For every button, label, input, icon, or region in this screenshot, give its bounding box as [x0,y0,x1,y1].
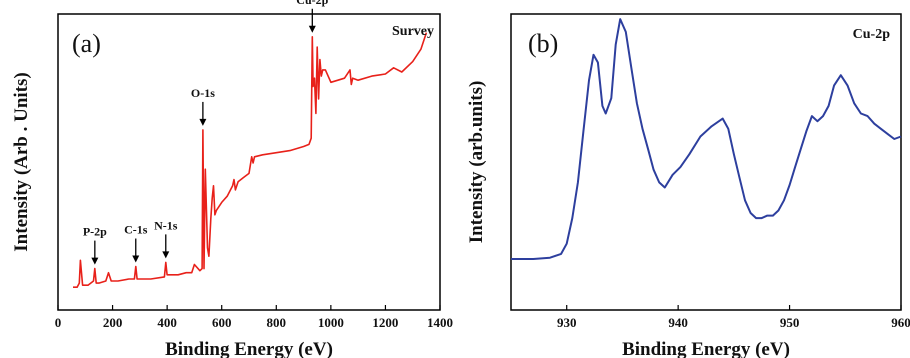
x-tick-label: 960 [891,315,910,330]
panel-a-peak-annotations: P-2p C-1s N-1s O-1s Cu-2p [83,0,329,265]
x-tick-label: 0 [55,315,62,330]
panel-b-y-axis-title: Intensity (arb.units) [466,81,487,244]
x-tick-label: 1400 [427,315,453,330]
panel-a-corner-label: Survey [392,24,434,39]
annotation-arrowhead [91,257,99,265]
panel-b-cu2p-spectrum-line [511,18,902,260]
x-tick-label: 400 [157,315,177,330]
x-tick-label: 950 [780,315,800,330]
x-tick-label: 800 [267,315,287,330]
annotation-label: P-2p [83,225,107,239]
panel-a-plot-frame [57,13,441,311]
x-tick-label: 1000 [318,315,344,330]
x-tick-label: 1200 [372,315,398,330]
annotation-label: O-1s [191,86,215,100]
panel-a: 0 200 400 600 800 1000 1200 1400 P-2p C-1s N-1s O-… [11,0,453,358]
annotation-label: N-1s [154,218,178,232]
x-tick-label: 930 [557,315,577,330]
panel-b-x-axis-ticks: 930 940 950 960 [557,305,910,330]
annotation-label: C-1s [124,223,148,237]
panel-a-x-axis-title: Binding Energy (eV) [165,339,333,358]
panel-a-label: (a) [72,29,101,58]
annotation-arrowhead [132,255,140,263]
annotation-label: Cu-2p [296,0,328,7]
x-tick-label: 200 [103,315,123,330]
x-tick-label: 600 [212,315,232,330]
panel-b-label: (b) [528,29,558,58]
annotation-arrowhead [199,118,207,126]
annotation-arrowhead [162,251,170,259]
panel-a-y-axis-title: Intensity (Arb . Units) [11,72,32,251]
panel-a-survey-spectrum-line [73,32,428,288]
x-tick-label: 940 [668,315,688,330]
panel-b-plot-frame [510,13,902,311]
panel-b-x-axis-title: Binding Energy (eV) [622,339,790,358]
panel-a-x-axis-ticks: 0 200 400 600 800 1000 1200 1400 [55,305,453,330]
annotation-arrowhead [308,25,316,33]
panel-b: 930 940 950 960 (b) Cu-2p Binding Energy (e… [466,13,910,358]
panel-b-corner-label: Cu-2p [853,27,891,42]
